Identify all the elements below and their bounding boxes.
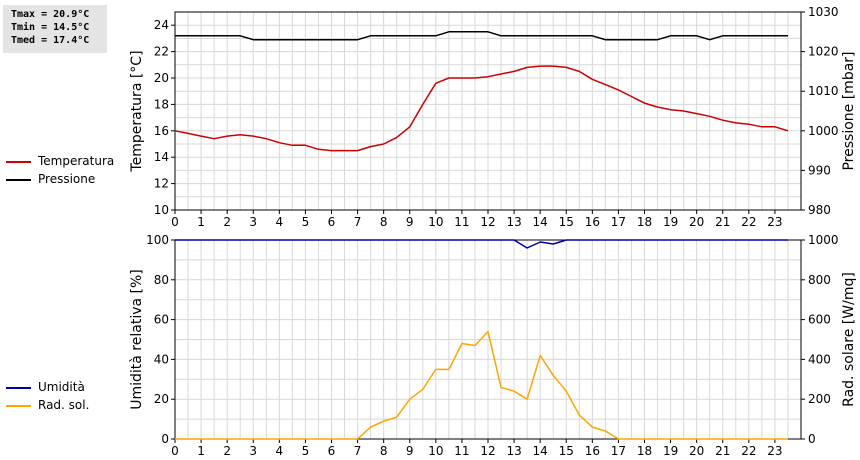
y-tick-label: 20	[154, 392, 169, 406]
legend-swatch-temperatura	[6, 161, 31, 163]
x-tick-label: 16	[585, 444, 600, 458]
x-tick-label: 8	[380, 215, 388, 229]
y-tick-label: 40	[154, 352, 169, 366]
y2-tick-label: 1020	[808, 45, 839, 59]
x-tick-label: 23	[767, 215, 782, 229]
x-tick-label: 5	[302, 215, 310, 229]
temperature-pressure-chart: 0 1 2 3 4 5 6 7 8 9 10 11 12 13 14 15 16 17 18 19 20 21 22 2310…	[129, 5, 857, 229]
series-line-pressione	[175, 31, 788, 41]
x-tick-label: 16	[585, 215, 600, 229]
y-tick-label: 0	[161, 432, 169, 446]
y-axis-label: Temperatura [°C]	[129, 50, 145, 172]
x-tick-label: 17	[611, 215, 626, 229]
x-tick-label: 9	[406, 444, 414, 458]
y2-tick-label: 1000	[808, 233, 839, 247]
x-tick-label: 9	[406, 215, 414, 229]
x-tick-label: 22	[741, 215, 756, 229]
x-tick-label: 7	[354, 444, 362, 458]
legend-label-radsol: Rad. sol.	[38, 398, 90, 412]
x-tick-label: 6	[328, 215, 336, 229]
x-tick-label: 11	[454, 215, 469, 229]
legend-label-umidita: Umidità	[38, 380, 85, 394]
x-tick-label: 5	[302, 444, 310, 458]
x-tick-label: 14	[533, 444, 548, 458]
x-tick-label: 8	[380, 444, 388, 458]
x-tick-label: 20	[689, 215, 704, 229]
x-tick-label: 21	[715, 215, 730, 229]
y2-axis-label: Rad. solare [W/mq]	[841, 272, 857, 407]
legend-swatch-radsol	[6, 405, 31, 407]
x-tick-label: 6	[328, 444, 336, 458]
x-tick-label: 1	[197, 444, 205, 458]
x-tick-label: 21	[715, 444, 730, 458]
y-tick-label: 18	[154, 97, 169, 111]
y-tick-label: 14	[154, 150, 169, 164]
x-tick-label: 0	[171, 215, 179, 229]
y2-tick-label: 600	[808, 313, 831, 327]
y2-axis-label: Pressione [mbar]	[841, 51, 857, 170]
y2-tick-label: 200	[808, 392, 831, 406]
x-tick-label: 12	[480, 215, 495, 229]
series-line-temperatura	[174, 65, 789, 152]
x-tick-label: 10	[428, 215, 443, 229]
x-tick-label: 22	[741, 444, 756, 458]
y2-tick-label: 1030	[808, 5, 839, 19]
y-tick-label: 20	[154, 71, 169, 85]
x-tick-label: 10	[428, 444, 443, 458]
y2-tick-label: 400	[808, 352, 831, 366]
humidity-radiation-chart: 0 1 2 3 4 5 6 7 8 9 10 11 12 13 14 15 16 17 18 19 20 21 22 2302…	[129, 233, 857, 458]
y2-tick-label: 800	[808, 273, 831, 287]
x-tick-label: 19	[663, 444, 678, 458]
y2-tick-label: 990	[808, 163, 831, 177]
stat-tmed: Tmed = 17.4°C	[11, 35, 90, 46]
y-tick-label: 16	[154, 124, 169, 138]
y-tick-label: 100	[146, 233, 169, 247]
x-tick-label: 0	[171, 444, 179, 458]
series-line-umidit	[175, 239, 788, 249]
x-tick-label: 2	[223, 215, 231, 229]
legend-label-temperatura: Temperatura	[38, 154, 115, 168]
x-tick-label: 20	[689, 444, 704, 458]
y2-tick-label: 0	[808, 432, 816, 446]
x-tick-label: 3	[249, 444, 257, 458]
y-tick-label: 80	[154, 273, 169, 287]
stat-tmax: Tmax = 20.9°C	[11, 9, 90, 20]
x-tick-label: 13	[506, 444, 521, 458]
y2-tick-label: 1000	[808, 124, 839, 138]
x-tick-label: 15	[559, 215, 574, 229]
legend-swatch-umidita	[6, 387, 31, 389]
y-tick-label: 22	[154, 45, 169, 59]
x-tick-label: 7	[354, 215, 362, 229]
x-tick-label: 19	[663, 215, 678, 229]
x-tick-label: 3	[249, 215, 257, 229]
x-tick-label: 17	[611, 444, 626, 458]
x-tick-label: 18	[637, 215, 652, 229]
x-tick-label: 23	[767, 444, 782, 458]
x-tick-label: 4	[276, 215, 284, 229]
y-tick-label: 60	[154, 313, 169, 327]
x-tick-label: 4	[276, 444, 284, 458]
x-tick-label: 2	[223, 444, 231, 458]
series-line-rad-sol	[175, 330, 788, 440]
x-tick-label: 11	[454, 444, 469, 458]
legend-label-pressione: Pressione	[38, 172, 96, 186]
x-tick-label: 14	[533, 215, 548, 229]
y2-tick-label: 980	[808, 203, 831, 217]
x-tick-label: 13	[506, 215, 521, 229]
x-tick-label: 1	[197, 215, 205, 229]
y-tick-label: 12	[154, 177, 169, 191]
y2-tick-label: 1010	[808, 84, 839, 98]
y-axis-label: Umidità relativa [%]	[129, 269, 145, 410]
stat-tmin: Tmin = 14.5°C	[11, 22, 90, 33]
legend-swatch-pressione	[6, 179, 31, 181]
x-tick-label: 15	[559, 444, 574, 458]
y-tick-label: 24	[154, 18, 169, 32]
stats-box: Tmax = 20.9°C Tmin = 14.5°C Tmed = 17.4°…	[3, 5, 107, 53]
x-tick-label: 12	[480, 444, 495, 458]
x-tick-label: 18	[637, 444, 652, 458]
y-tick-label: 10	[154, 203, 169, 217]
